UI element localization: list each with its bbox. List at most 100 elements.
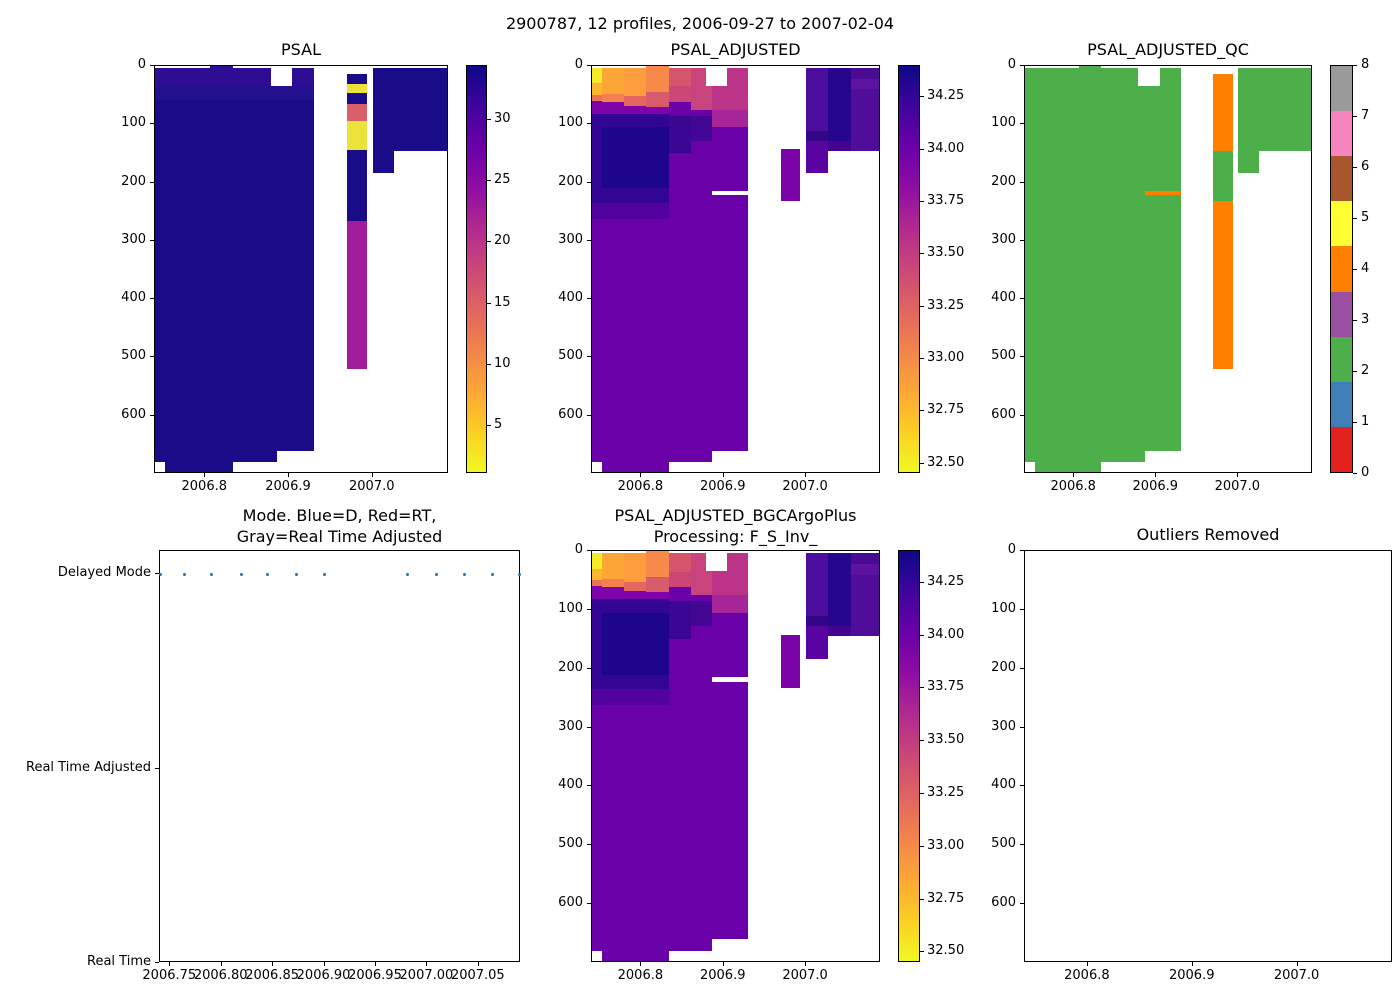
colorbar-segment-qc-5: [1331, 201, 1352, 247]
colorbar-tick-label: 15: [494, 294, 511, 310]
heatmap-cell: [277, 450, 315, 472]
x-tick-label: 2006.8: [1050, 479, 1096, 494]
colorbar-tick-label: 10: [494, 355, 511, 371]
y-tick-mark: [587, 785, 591, 787]
y-tick-mark: [150, 414, 154, 416]
heatmap-cell: [668, 951, 713, 961]
y-tick-label: 200: [558, 659, 583, 675]
x-tick-mark: [1296, 962, 1298, 966]
x-tick-label: 2006.9: [265, 479, 311, 494]
colorbar-tick-label: 34.00: [927, 626, 965, 642]
colorbar-tick-label: 32.75: [927, 402, 965, 418]
y-tick-mark: [587, 726, 591, 728]
heatmap-cell: [780, 635, 801, 688]
y-tick-mark: [587, 903, 591, 905]
x-tick-label: 2007.0: [349, 479, 395, 494]
x-tick-label: 2007.0: [782, 479, 828, 494]
colorbar-tick-mark: [920, 951, 924, 953]
heatmap-cell: [780, 149, 801, 202]
x-tick-mark: [1073, 473, 1075, 477]
heatmap-cell: [346, 92, 367, 104]
y-tick-mark: [587, 844, 591, 846]
panel-title-psal: PSAL: [281, 40, 321, 59]
colorbar-tick-label: 33.50: [927, 732, 965, 748]
y-tick-mark: [587, 550, 591, 551]
colorbar-tick-mark: [920, 792, 924, 794]
colorbar-qc-flags: [1330, 65, 1353, 473]
y-tick-mark: [1020, 550, 1024, 551]
x-tick-label: 2006.8: [617, 479, 664, 494]
colorbar-tick-label: 3: [1361, 312, 1370, 327]
heatmap-cell: [806, 130, 829, 141]
colorbar-tick-mark: [920, 201, 924, 202]
colorbar-tick-mark: [920, 845, 924, 847]
y-tick-label: 0: [574, 57, 583, 72]
y-tick-mark: [150, 65, 154, 66]
colorbar-tick-label: 0: [1361, 465, 1370, 480]
figure-title: 2900787, 12 profiles, 2006-09-27 to 2007…: [505, 14, 895, 33]
heatmap-cell: [592, 552, 602, 569]
x-tick-mark: [426, 962, 428, 966]
y-tick-label: 400: [991, 290, 1016, 306]
heatmap-cell: [712, 676, 749, 682]
colorbar-tick-mark: [487, 180, 491, 182]
heatmap-cell: [592, 568, 602, 581]
heatmap-cell: [668, 552, 691, 572]
y-tick-mark: [1020, 239, 1024, 241]
colorbar-tick-label: 33.75: [927, 679, 965, 695]
heatmap-bgc-argo-plus: [591, 550, 880, 962]
heatmap-cell: [592, 202, 669, 219]
y-tick-mark: [1020, 65, 1024, 66]
heatmap-cell: [646, 66, 669, 93]
heatmap-cell: [346, 221, 367, 370]
y-tick-label: 600: [121, 406, 146, 422]
y-tick-mark: [587, 239, 591, 241]
y-tick-mark: [587, 414, 591, 416]
heatmap-cell: [155, 84, 315, 100]
heatmap-cell: [592, 83, 602, 96]
heatmap-cell: [646, 577, 669, 593]
colorbar-tick-label: 4: [1361, 261, 1370, 276]
colorbar-tick-label: 32.50: [927, 454, 965, 470]
x-tick-label: 2006.85: [245, 968, 300, 983]
heatmap-cell: [592, 95, 602, 101]
colorbar-tick-label: 1: [1361, 414, 1370, 429]
y-tick-mark: [155, 962, 159, 963]
x-tick-label: 2007.0: [1273, 968, 1320, 983]
y-tick-mark: [1020, 298, 1024, 300]
heatmap-cell: [1025, 68, 1181, 472]
colorbar-tick-label: 20: [494, 233, 511, 249]
heatmap-cell: [850, 89, 879, 151]
x-tick-label: 2007.00: [399, 968, 454, 983]
profile-mode-dot: [209, 572, 213, 576]
heatmap-cell: [646, 92, 669, 107]
colorbar-tick-mark: [920, 898, 924, 900]
y-tick-label: 600: [558, 406, 583, 422]
x-tick-mark: [169, 962, 171, 966]
y-tick-label: 500: [991, 348, 1016, 364]
y-tick-mark: [587, 123, 591, 125]
heatmap-cell: [1025, 462, 1035, 472]
colorbar-tick-mark: [920, 687, 924, 689]
colorbar-tick-mark: [487, 363, 491, 365]
y-tick-label: 500: [558, 348, 583, 364]
colorbar-tick-label: 33.00: [927, 349, 965, 365]
heatmap-cell: [1212, 201, 1233, 370]
heatmap-cell: [1238, 68, 1311, 151]
colorbar-tick-label: 8: [1361, 57, 1370, 72]
colorbar-segment-qc-0: [1331, 426, 1352, 472]
heatmap-cell: [828, 553, 851, 627]
scatter-mode: [158, 550, 522, 962]
panel-title-mode: Mode. Blue=D, Red=RT, Gray=Real Time Adj…: [236, 506, 443, 546]
x-tick-mark: [1237, 473, 1239, 477]
y-tick-label: Real Time: [87, 954, 151, 969]
heatmap-cell: [346, 149, 367, 222]
x-tick-label: 2006.9: [699, 968, 746, 983]
colorbar-tick-mark: [920, 96, 924, 98]
profile-mode-dot: [323, 572, 327, 576]
profile-mode-dot: [158, 572, 162, 576]
x-tick-mark: [220, 962, 222, 966]
y-tick-mark: [155, 767, 159, 769]
colorbar-segment-qc-8: [1331, 66, 1352, 112]
colorbar-tick-label: 34.25: [927, 88, 965, 104]
